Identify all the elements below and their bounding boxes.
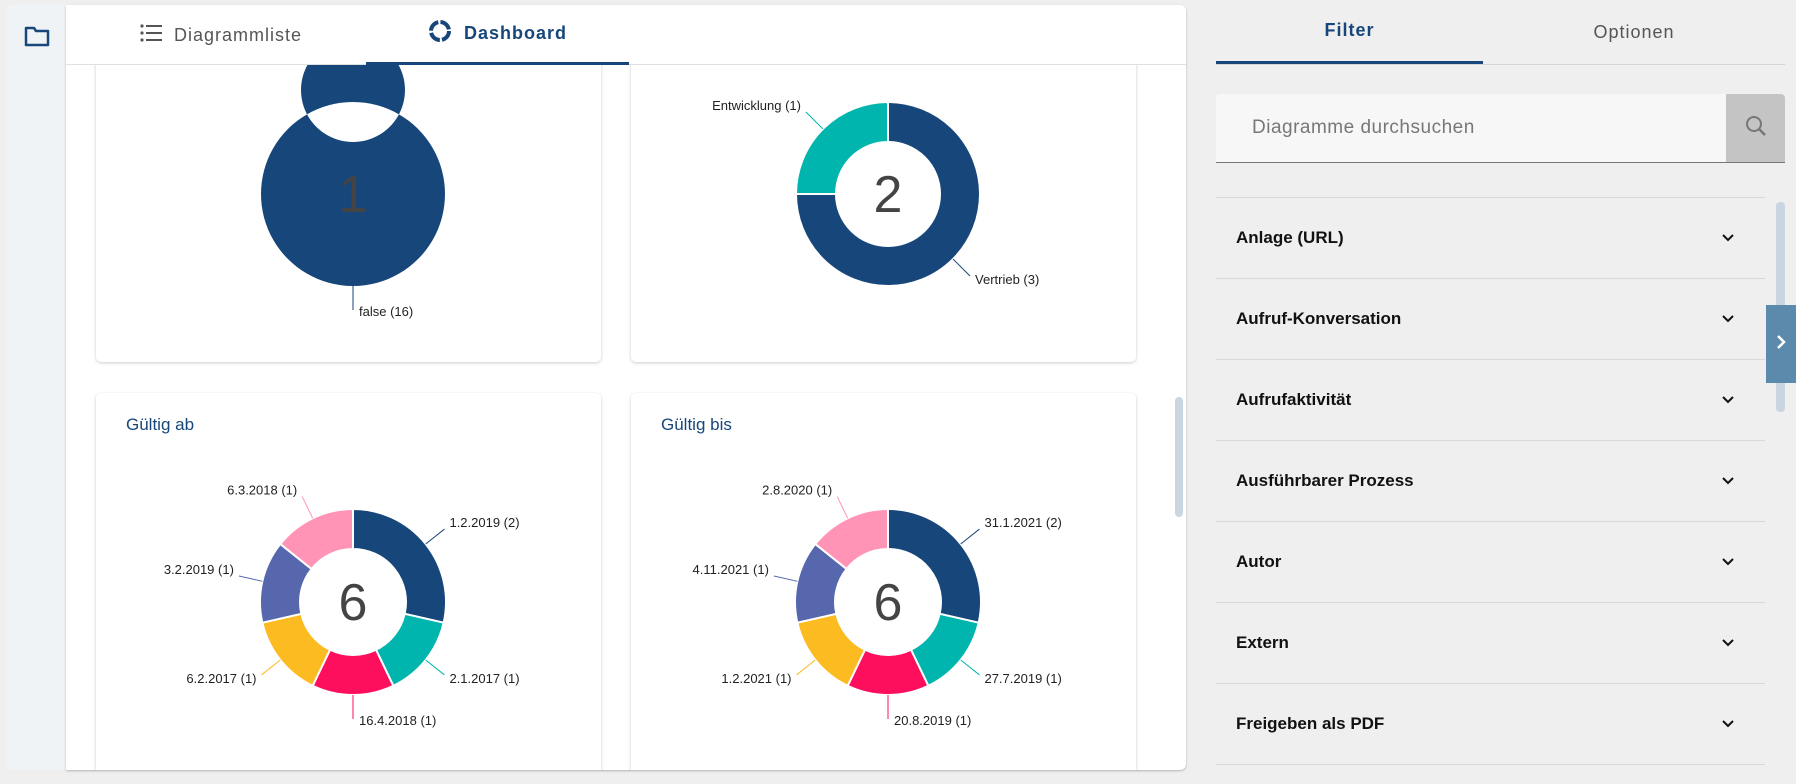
- slice-label: 20.8.2019 (1): [894, 713, 971, 728]
- donut-slice[interactable]: [794, 100, 981, 287]
- filter-label: Aufrufaktivität: [1236, 390, 1352, 409]
- slice-label: 16.4.2018 (1): [359, 713, 436, 728]
- filter-label: Autor: [1236, 552, 1282, 571]
- chart-card-gueltig-bis: 31.1.2021 (2) 27.7.2019 (1) 20.8.2019 (1) 1…: [631, 393, 1136, 770]
- chevron-right-icon: [1775, 334, 1787, 355]
- card-title: Gültig ab: [126, 415, 195, 434]
- chevron-down-icon: [1721, 471, 1735, 491]
- search-icon: [1744, 114, 1768, 143]
- main-panel: Diagrammliste Dashboard false (16) 1 Vert…: [66, 5, 1186, 770]
- divider: [1216, 64, 1785, 65]
- center-count: 6: [339, 574, 368, 632]
- donut-slice[interactable]: [887, 507, 982, 624]
- label-leader-line: [238, 575, 263, 582]
- tab-dashboard[interactable]: Dashboard: [366, 5, 629, 65]
- label-leader-line: [960, 659, 980, 676]
- chart-card: false (16) 1: [96, 25, 601, 362]
- center-count: 6: [874, 574, 903, 632]
- slice-label: 6.3.2018 (1): [227, 483, 297, 498]
- filter-item[interactable]: Extern: [1216, 603, 1765, 684]
- filter-item[interactable]: Aufrufaktivität: [1216, 360, 1765, 441]
- donut-chart: 31.1.2021 (2) 27.7.2019 (1) 20.8.2019 (1) 1…: [693, 483, 1062, 728]
- label-leader-line: [805, 111, 824, 130]
- list-icon: [140, 23, 162, 47]
- main-scrollbar[interactable]: [1175, 397, 1183, 517]
- slice-label: 1.2.2019 (2): [449, 515, 519, 530]
- view-tabs: Diagrammliste Dashboard: [66, 5, 1186, 65]
- donut-chart: 1.2.2019 (2) 2.1.2017 (1) 16.4.2018 (1) 6.2…: [164, 483, 520, 728]
- slice-label: Vertrieb (3): [975, 272, 1039, 287]
- chevron-down-icon: [1721, 633, 1735, 653]
- donut-slice[interactable]: [352, 507, 447, 624]
- slice-label: 31.1.2021 (2): [984, 515, 1061, 530]
- slice-label: false (16): [359, 304, 413, 319]
- folder-icon[interactable]: [24, 25, 50, 52]
- chart-card-gueltig-ab: 1.2.2019 (2) 2.1.2017 (1) 16.4.2018 (1) 6.2…: [96, 393, 601, 770]
- donut-slice[interactable]: [260, 38, 445, 287]
- donut-chart: false (16) 1: [260, 38, 445, 319]
- slice-label: 6.2.2017 (1): [186, 671, 256, 686]
- collapse-panel-button[interactable]: [1766, 305, 1796, 383]
- filter-label: Aufruf-Konversation: [1236, 309, 1402, 328]
- search-input[interactable]: [1216, 94, 1726, 162]
- slice-label: 1.2.2021 (1): [721, 671, 791, 686]
- filter-label: Extern: [1236, 633, 1289, 652]
- label-leader-line: [836, 496, 849, 519]
- label-leader-line: [301, 496, 314, 519]
- label-leader-line: [952, 258, 971, 277]
- left-sidebar: [6, 5, 66, 770]
- tab-diagrammliste[interactable]: Diagrammliste: [106, 5, 336, 65]
- filter-item[interactable]: Anlage (URL): [1216, 198, 1765, 279]
- search-button[interactable]: [1726, 94, 1785, 162]
- filter-item[interactable]: Autor: [1216, 522, 1765, 603]
- filter-item[interactable]: Freigeben als PDF: [1216, 684, 1765, 765]
- filter-item[interactable]: Ausführbarer Prozess: [1216, 441, 1765, 522]
- search-box: [1216, 94, 1785, 163]
- filter-list: Anlage (URL) Aufruf-Konversation Aufrufakt…: [1216, 197, 1765, 765]
- label-leader-line: [425, 528, 445, 545]
- label-leader-line: [796, 659, 816, 676]
- tab-optionen[interactable]: Optionen: [1483, 0, 1785, 64]
- chevron-down-icon: [1721, 228, 1735, 248]
- card-title: Gültig bis: [661, 415, 732, 434]
- slice-label: 2.1.2017 (1): [449, 671, 519, 686]
- label-leader-line: [425, 659, 445, 676]
- tab-label: Optionen: [1593, 21, 1675, 42]
- slice-label: 2.8.2020 (1): [762, 483, 832, 498]
- chevron-down-icon: [1721, 714, 1735, 734]
- right-panel: Filter Optionen Anlage (URL) Aufruf-Konve…: [1186, 0, 1796, 784]
- donut-slice[interactable]: [794, 100, 889, 195]
- slice-label: 27.7.2019 (1): [984, 671, 1061, 686]
- chart-card: Vertrieb (3) Entwicklung (1) 2: [631, 25, 1136, 362]
- donut-chart: Vertrieb (3) Entwicklung (1) 2: [712, 98, 1039, 287]
- label-leader-line: [261, 659, 281, 676]
- slice-label: Entwicklung (1): [712, 98, 801, 113]
- slice-label: 3.2.2019 (1): [164, 562, 234, 577]
- filter-label: Ausführbarer Prozess: [1236, 471, 1414, 490]
- donut-chart-icon: [428, 19, 452, 48]
- label-leader-line: [773, 575, 798, 582]
- tab-label: Filter: [1324, 20, 1375, 40]
- center-count: 2: [874, 166, 903, 224]
- filter-label: Freigeben als PDF: [1236, 714, 1385, 733]
- chevron-down-icon: [1721, 552, 1735, 572]
- tab-filter[interactable]: Filter: [1216, 0, 1483, 64]
- slice-label: 4.11.2021 (1): [693, 562, 769, 577]
- donut-slice[interactable]: [813, 507, 889, 571]
- tab-label: Dashboard: [463, 23, 568, 43]
- tab-label: Diagrammliste: [173, 24, 303, 45]
- chevron-down-icon: [1721, 390, 1735, 410]
- filter-label: Anlage (URL): [1236, 228, 1344, 247]
- chevron-down-icon: [1721, 309, 1735, 329]
- filter-item[interactable]: Aufruf-Konversation: [1216, 279, 1765, 360]
- donut-slice[interactable]: [278, 507, 354, 571]
- center-count: 1: [339, 166, 368, 224]
- label-leader-line: [960, 528, 980, 545]
